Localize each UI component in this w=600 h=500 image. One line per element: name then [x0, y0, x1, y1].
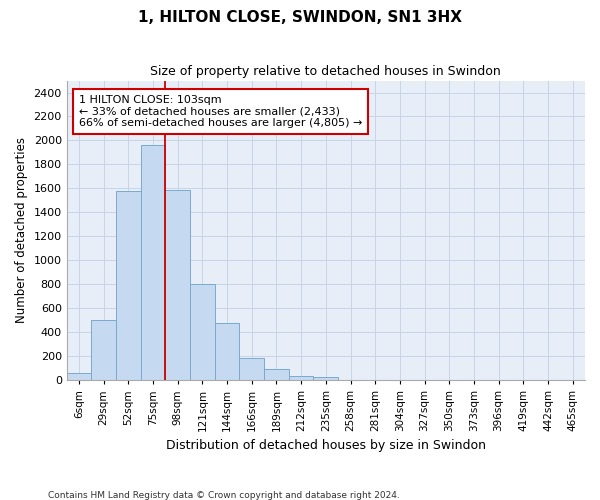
Bar — [67, 374, 91, 380]
Title: Size of property relative to detached houses in Swindon: Size of property relative to detached ho… — [151, 65, 501, 78]
Bar — [91, 320, 116, 380]
Bar — [264, 369, 289, 380]
Text: 1 HILTON CLOSE: 103sqm
← 33% of detached houses are smaller (2,433)
66% of semi-: 1 HILTON CLOSE: 103sqm ← 33% of detached… — [79, 95, 362, 128]
Bar — [313, 377, 338, 380]
Text: 1, HILTON CLOSE, SWINDON, SN1 3HX: 1, HILTON CLOSE, SWINDON, SN1 3HX — [138, 10, 462, 25]
X-axis label: Distribution of detached houses by size in Swindon: Distribution of detached houses by size … — [166, 440, 486, 452]
Bar — [116, 191, 141, 380]
Bar — [141, 145, 166, 380]
Bar — [289, 376, 313, 380]
Bar — [166, 190, 190, 380]
Bar — [215, 322, 239, 380]
Text: Contains HM Land Registry data © Crown copyright and database right 2024.: Contains HM Land Registry data © Crown c… — [48, 490, 400, 500]
Bar — [190, 284, 215, 380]
Y-axis label: Number of detached properties: Number of detached properties — [15, 138, 28, 324]
Bar — [239, 358, 264, 380]
